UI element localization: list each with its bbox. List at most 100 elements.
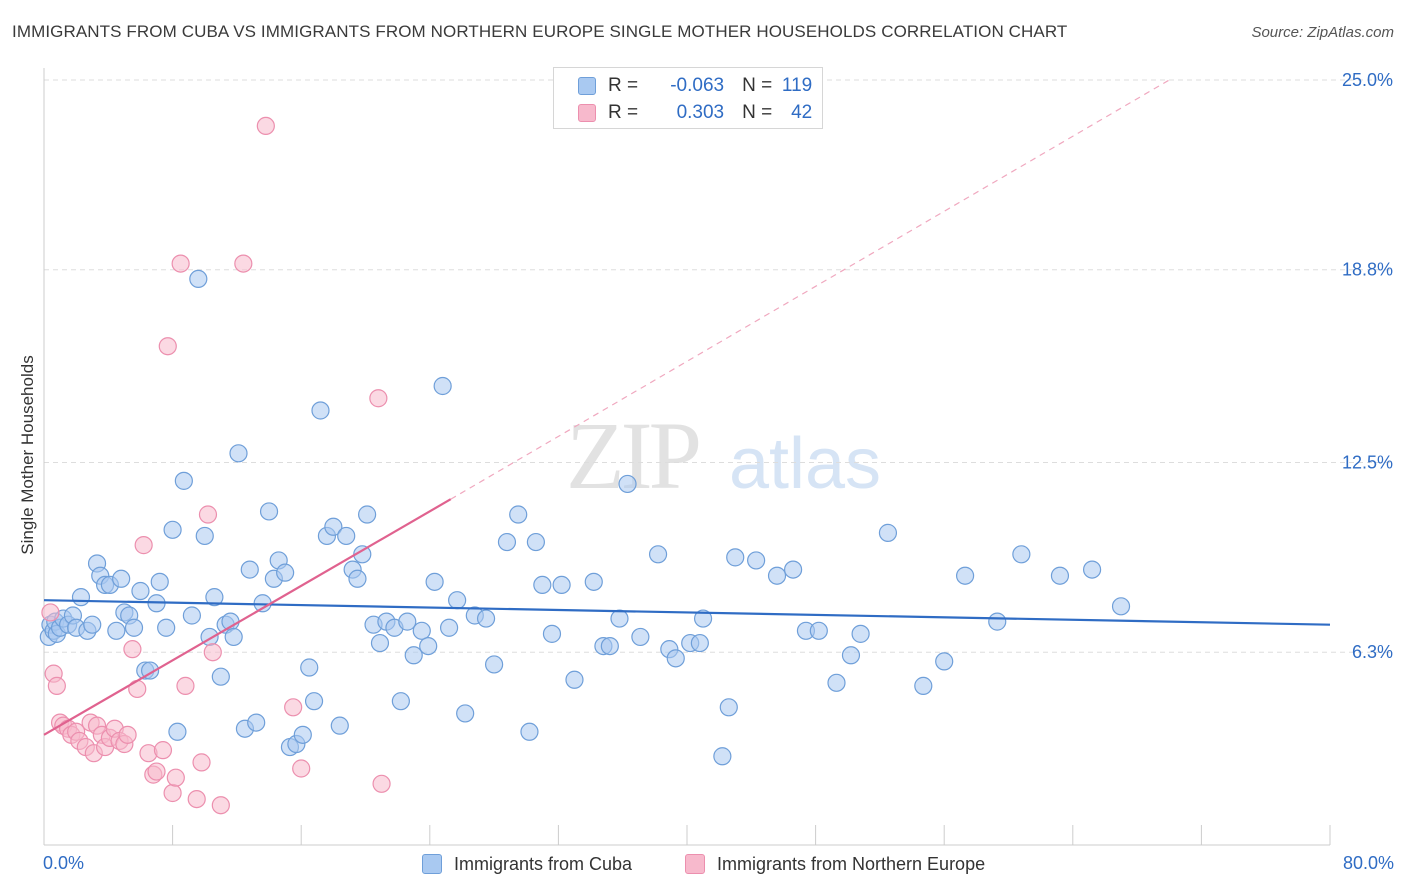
cuba-point: [448, 591, 467, 610]
ne-point: [369, 389, 388, 408]
ne-point: [192, 753, 211, 772]
cuba-point: [542, 624, 562, 643]
cuba-point: [370, 633, 390, 653]
cuba-point: [456, 704, 475, 723]
cuba-point: [293, 725, 312, 744]
stats-row-ne: R = 0.303 N = 42: [578, 100, 812, 126]
cuba-point: [693, 609, 713, 628]
cuba-point: [827, 673, 846, 692]
zipatlas-watermark: ZIP atlas: [566, 402, 881, 509]
axes: [43, 68, 1331, 846]
cuba-point: [433, 376, 452, 396]
ne-point: [118, 725, 137, 744]
cuba-point: [112, 569, 131, 588]
cuba-point: [425, 572, 444, 591]
cuba-point: [131, 581, 150, 601]
cuba-point: [304, 692, 324, 711]
cuba-point: [157, 618, 176, 637]
cuba-point: [747, 551, 766, 570]
ne-trend-extension: [450, 79, 1170, 500]
ne-point: [176, 676, 195, 695]
trend-lines: [43, 498, 1331, 736]
cuba-point: [211, 667, 230, 686]
cuba-point: [1111, 597, 1131, 616]
legend-label-cuba: Immigrants from Cuba: [454, 853, 633, 874]
cuba-point: [713, 747, 732, 766]
cuba-point: [485, 655, 504, 674]
watermark-atlas: atlas: [729, 424, 881, 504]
ne-point: [211, 796, 230, 815]
cuba-point: [189, 269, 208, 288]
stats-legend: R = -0.063 N = 119 R = 0.303 N = 42: [553, 67, 823, 129]
y-axis-label: Single Mother Households: [18, 355, 37, 555]
cuba-point: [419, 636, 438, 656]
cuba-point: [955, 566, 975, 585]
stats-r-label: R =: [608, 75, 639, 96]
cuba-point: [1012, 545, 1031, 564]
cuba-point: [412, 621, 431, 640]
cuba-point: [404, 646, 423, 665]
cuba-point: [240, 560, 259, 579]
cuba-point: [600, 636, 619, 656]
ne-point: [198, 505, 218, 524]
cuba-point: [809, 621, 828, 640]
legend-item-cuba[interactable]: Immigrants from Cuba: [422, 851, 632, 877]
cuba-point: [584, 572, 603, 591]
ne-point: [234, 254, 253, 273]
cuba-point: [719, 698, 738, 717]
cuba-point: [552, 575, 571, 595]
stats-n-label: N =: [742, 102, 773, 123]
chart-title: IMMIGRANTS FROM CUBA VS IMMIGRANTS FROM …: [12, 22, 1068, 41]
ne-point: [134, 536, 153, 555]
stats-row-cuba: R = -0.063 N = 119: [578, 73, 812, 99]
cuba-swatch: [578, 77, 596, 95]
series-legend: Immigrants from Cuba Immigrants from Nor…: [0, 851, 1406, 877]
source-label: Source: ZipAtlas.com: [1251, 24, 1394, 41]
cuba-point: [311, 401, 330, 420]
cuba-point: [726, 548, 745, 567]
cuba-point: [71, 588, 91, 607]
cuba-point: [1082, 560, 1102, 579]
cuba-point: [988, 612, 1007, 631]
cuba-point: [168, 722, 187, 741]
ne-point: [203, 643, 222, 662]
ne-trend-line: [43, 498, 452, 736]
cuba-point: [247, 713, 266, 732]
cuba-point: [83, 615, 102, 634]
x-tick-label-max: 80.0%: [1342, 853, 1394, 873]
cuba-point: [229, 444, 248, 463]
ne-points: [41, 116, 391, 815]
cuba-point: [324, 517, 343, 536]
cuba-point: [565, 670, 584, 689]
ne-point: [284, 698, 303, 717]
ne-point: [47, 676, 66, 695]
cuba-trend-line: [43, 599, 1331, 626]
legend-item-ne[interactable]: Immigrants from Northern Europe: [685, 851, 985, 877]
cuba-point: [509, 505, 528, 524]
ne-point: [41, 603, 60, 622]
cuba-point: [631, 627, 650, 647]
x-tick-label-min: 0.0%: [43, 853, 85, 873]
cuba-point: [358, 505, 377, 524]
ne-point: [187, 789, 206, 809]
cuba-point: [337, 526, 356, 546]
cuba-point: [666, 649, 685, 668]
cuba-point: [224, 627, 243, 647]
cuba-point: [783, 560, 803, 579]
stats-n-label: N =: [742, 75, 773, 96]
ne-point: [158, 337, 177, 356]
ne-point: [256, 116, 275, 136]
ne-swatch: [578, 104, 596, 122]
legend-label-ne: Immigrants from Northern Europe: [717, 853, 986, 874]
cuba-point: [914, 676, 933, 695]
y-tick-label: 18.8%: [1342, 260, 1393, 280]
watermark-zip: ZIP: [566, 402, 699, 509]
cuba-point: [851, 624, 870, 643]
cuba-point: [841, 646, 861, 665]
ne-point: [153, 741, 173, 760]
y-tick-label: 6.3%: [1352, 642, 1393, 662]
ne-trend-dashed: [450, 79, 1170, 500]
cuba-point: [398, 612, 417, 631]
ne-point: [372, 774, 391, 793]
